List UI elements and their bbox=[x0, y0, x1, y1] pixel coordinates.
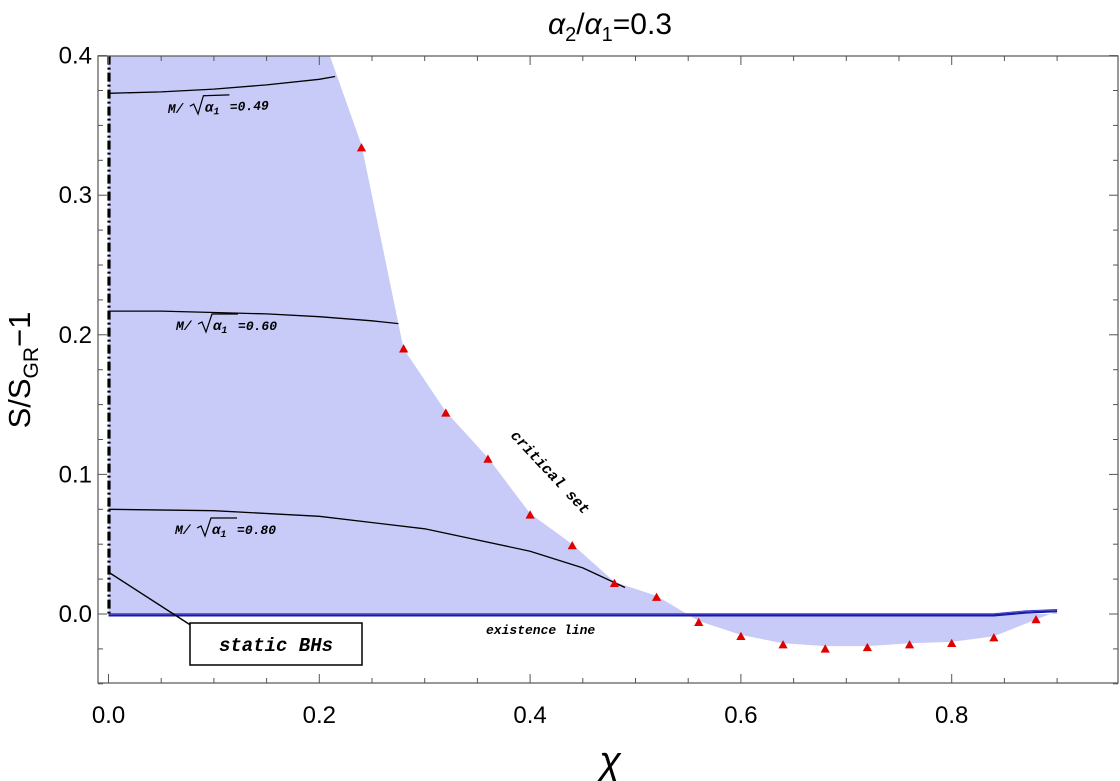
mass-label-var: α bbox=[212, 523, 222, 539]
mass-label: M/α1 =0.49 bbox=[167, 94, 270, 118]
mass-label-eq: = bbox=[230, 100, 239, 115]
mass-label-eq: = bbox=[238, 319, 246, 334]
mass-label-var: α bbox=[213, 319, 223, 335]
existence-line-outer bbox=[108, 609, 1058, 615]
mass-label-eq: = bbox=[237, 523, 245, 538]
title-sub: 1 bbox=[602, 24, 613, 46]
critical-point bbox=[356, 143, 367, 152]
title-slash: / bbox=[576, 8, 585, 41]
mass-label-sub: 1 bbox=[213, 107, 219, 118]
mass-label: M/α1 =0.60 bbox=[175, 313, 277, 337]
mass-label-prefix: M/ bbox=[174, 523, 192, 538]
existence-line-label: existence line bbox=[486, 623, 595, 638]
critical-point bbox=[609, 578, 620, 587]
sqrt-icon bbox=[197, 313, 238, 334]
critical-point bbox=[399, 344, 409, 353]
static-bh-label: static BHs bbox=[219, 635, 333, 657]
static-bh-box bbox=[189, 622, 363, 666]
x-tick-label: 0.2 bbox=[303, 702, 336, 729]
y-tick-label: 0.2 bbox=[59, 322, 92, 349]
sqrt-icon bbox=[189, 94, 230, 116]
mass-label-number: 0.49 bbox=[237, 98, 269, 114]
y-label-main: S/S bbox=[2, 378, 37, 428]
existence-line bbox=[108, 610, 1058, 617]
domain-of-existence-region bbox=[108, 56, 1058, 647]
x-tick-label: 0.0 bbox=[92, 702, 125, 729]
y-label-rest: −1 bbox=[2, 312, 37, 347]
x-tick-label: 0.8 bbox=[935, 702, 968, 729]
x-tick-label: 0.4 bbox=[513, 702, 546, 729]
mass-label-alpha: α1 bbox=[205, 100, 220, 118]
title-alpha: α bbox=[585, 8, 603, 41]
y-tick-label: 0.1 bbox=[59, 461, 92, 488]
mass-label-alpha: α1 bbox=[213, 319, 227, 337]
y-tick-label: 0.4 bbox=[59, 43, 92, 70]
mass-label-prefix: M/ bbox=[175, 319, 193, 334]
critical-point bbox=[651, 592, 662, 601]
x-tick-label: 0.6 bbox=[724, 702, 757, 729]
mass-label: M/α1 =0.80 bbox=[174, 517, 276, 541]
mass-label-sub: 1 bbox=[221, 326, 227, 337]
mass-label-sub: 1 bbox=[220, 530, 226, 541]
critical-point bbox=[525, 510, 535, 519]
critical-point bbox=[862, 642, 872, 652]
mass-label-prefix: M/ bbox=[167, 101, 185, 117]
mass-label-value: =0.49 bbox=[230, 98, 270, 114]
mass-label-value: =0.60 bbox=[238, 319, 277, 334]
mass-curve-0-49 bbox=[108, 75, 336, 94]
static-bh-pointer bbox=[108, 571, 193, 627]
title-sub: 2 bbox=[565, 24, 576, 46]
y-axis-label: S/SGR−1 bbox=[2, 312, 43, 429]
mass-curve-0-60 bbox=[108, 310, 399, 325]
mass-label-var: α bbox=[205, 100, 216, 116]
mass-curve-0-80 bbox=[108, 508, 626, 589]
mass-label-alpha: α1 bbox=[212, 523, 226, 541]
critical-point bbox=[1031, 614, 1041, 624]
y-tick-label: 0.3 bbox=[59, 182, 92, 209]
critical-point bbox=[947, 638, 957, 647]
critical-point bbox=[778, 640, 788, 649]
title-alpha: α bbox=[548, 8, 566, 41]
y-tick-label: 0.0 bbox=[59, 601, 92, 628]
x-axis-label: χ bbox=[596, 739, 622, 781]
mass-label-value: =0.80 bbox=[237, 523, 276, 538]
title-value: =0.3 bbox=[613, 8, 672, 41]
mass-label-number: 0.60 bbox=[246, 319, 277, 334]
mass-label-number: 0.80 bbox=[245, 523, 276, 538]
critical-point bbox=[694, 617, 704, 627]
critical-point bbox=[483, 454, 493, 463]
y-label-sub: GR bbox=[20, 347, 43, 379]
critical-point bbox=[441, 408, 451, 417]
critical-point bbox=[989, 633, 999, 642]
critical-point bbox=[904, 640, 915, 649]
sqrt-icon bbox=[196, 517, 237, 538]
critical-point bbox=[736, 631, 746, 641]
critical-point bbox=[820, 644, 830, 653]
chart-title: α2/α1=0.3 bbox=[548, 8, 672, 46]
critical-point bbox=[567, 540, 577, 550]
plot-area bbox=[107, 56, 1058, 653]
